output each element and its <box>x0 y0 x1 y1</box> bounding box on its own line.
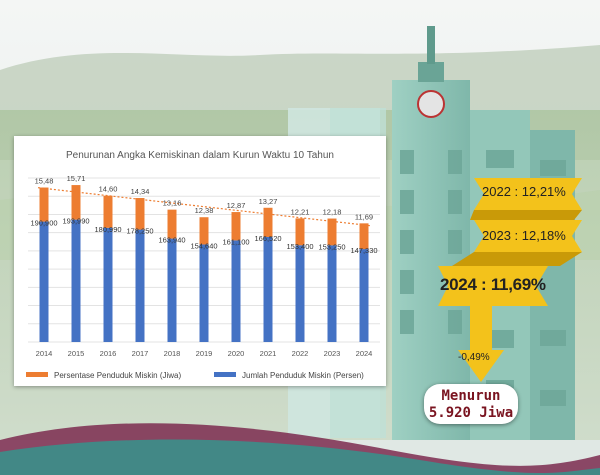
label-jumlah-2022: 153,400 <box>286 242 313 251</box>
chart: Penurunan Angka Kemiskinan dalam Kurun W… <box>26 150 380 380</box>
down-arrow-icon <box>458 350 504 382</box>
label-jumlah-2015: 193,990 <box>62 217 89 226</box>
label-persentase-2023: 12,18 <box>323 208 342 217</box>
bar-persentase-2020 <box>231 212 241 241</box>
legend: Persentase Penduduk Miskin (Jiwa) Jumlah… <box>26 371 364 380</box>
label-persentase-2014: 15,48 <box>35 177 54 186</box>
label-persentase-2020: 12,87 <box>227 201 246 210</box>
label-persentase-2021: 13,27 <box>259 197 278 206</box>
legend-label-persentase: Persentase Penduduk Miskin (Jiwa) <box>54 371 182 380</box>
tag-2024: 2024 : 11,69% <box>432 266 546 306</box>
label-jumlah-2020: 161,100 <box>222 237 249 246</box>
x-tick-2016: 2016 <box>100 349 117 358</box>
label-jumlah-2021: 166,520 <box>254 234 281 243</box>
bar-jumlah-2017 <box>135 229 145 342</box>
x-tick-2024: 2024 <box>356 349 373 358</box>
x-tick-2019: 2019 <box>196 349 213 358</box>
bar-persentase-2016 <box>103 195 113 228</box>
tag-2023-text: 2023 : 12,18% <box>482 228 566 243</box>
x-tick-2017: 2017 <box>132 349 149 358</box>
grid-lines <box>28 177 380 343</box>
label-persentase-2015: 15,71 <box>67 174 86 183</box>
label-persentase-2024: 11,69 <box>355 212 373 221</box>
label-persentase-2018: 13,16 <box>163 199 182 208</box>
bar-persentase-2015 <box>71 185 81 220</box>
label-jumlah-2017: 178,250 <box>126 227 153 236</box>
label-jumlah-2024: 147,330 <box>350 246 377 255</box>
bar-jumlah-2019 <box>199 244 209 342</box>
bar-persentase-2018 <box>167 209 177 239</box>
bar-jumlah-2018 <box>167 238 177 342</box>
bar-jumlah-2020 <box>231 240 241 342</box>
label-persentase-2019: 12,38 <box>195 206 214 215</box>
x-tick-2015: 2015 <box>68 349 85 358</box>
chart-card: Penurunan Angka Kemiskinan dalam Kurun W… <box>14 136 386 386</box>
result-line-1: Menurun <box>441 388 501 404</box>
bar-jumlah-2016 <box>103 227 113 342</box>
label-jumlah-2014: 190,900 <box>30 219 57 228</box>
result-line-2: 5.920 Jiwa <box>428 405 514 421</box>
x-tick-2018: 2018 <box>164 349 181 358</box>
label-jumlah-2016: 180,990 <box>94 225 121 234</box>
tag-2023: 2023 : 12,18% <box>470 220 582 252</box>
bar-persentase-2014 <box>39 187 49 222</box>
x-tick-2023: 2023 <box>324 349 341 358</box>
bar-jumlah-2023 <box>327 245 337 342</box>
chart-title: Penurunan Angka Kemiskinan dalam Kurun W… <box>66 150 334 161</box>
bar-persentase-2017 <box>135 198 145 230</box>
down-arrow-shaft <box>470 306 492 350</box>
x-tick-2021: 2021 <box>260 349 277 358</box>
label-persentase-2022: 12,21 <box>291 207 310 216</box>
bar-jumlah-2014 <box>39 221 49 342</box>
label-jumlah-2023: 153,250 <box>318 242 345 251</box>
legend-swatch-jumlah <box>214 372 236 377</box>
bar-jumlah-2024 <box>359 249 369 342</box>
tag-2024-text: 2024 : 11,69% <box>440 275 546 294</box>
change-percent-label: -0,49% <box>458 352 490 363</box>
bar-persentase-2019 <box>199 217 209 245</box>
label-jumlah-2019: 154,640 <box>190 241 217 250</box>
bottom-wave-teal <box>0 439 600 475</box>
label-persentase-2017: 14,34 <box>131 187 150 196</box>
tag-2022: 2022 : 12,21% <box>470 176 582 210</box>
result-box: Menurun 5.920 Jiwa <box>424 384 518 424</box>
emblem-icon <box>417 90 445 118</box>
bar-persentase-2024 <box>359 223 369 250</box>
bar-persentase-2023 <box>327 218 337 246</box>
x-tick-2022: 2022 <box>292 349 309 358</box>
label-persentase-2016: 14,60 <box>99 185 118 194</box>
label-jumlah-2018: 163,940 <box>158 236 185 245</box>
legend-label-jumlah: Jumlah Penduduk Miskin (Persen) <box>242 371 364 380</box>
legend-swatch-persentase <box>26 372 48 377</box>
bar-jumlah-2022 <box>295 245 305 342</box>
tag-2022-text: 2022 : 12,21% <box>482 184 566 199</box>
bar-jumlah-2021 <box>263 236 273 342</box>
bar-jumlah-2015 <box>71 219 81 342</box>
x-tick-2020: 2020 <box>228 349 245 358</box>
bar-persentase-2022 <box>295 218 305 246</box>
x-tick-2014: 2014 <box>36 349 53 358</box>
bar-persentase-2021 <box>263 207 273 237</box>
